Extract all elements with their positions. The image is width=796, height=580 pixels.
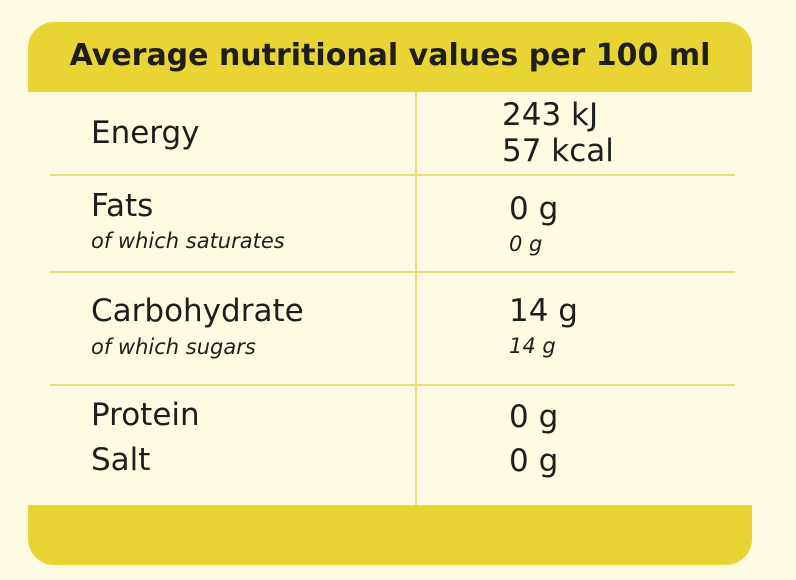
column-divider [415,92,417,505]
row-label: Energy [91,115,200,151]
row-sublabel: of which sugars [91,335,256,359]
header-band [28,22,752,92]
row-label: Protein [91,397,200,433]
row-subvalue: 0 g [509,232,543,256]
row-divider [50,271,735,273]
row-label: Carbohydrate [91,293,304,329]
row-value: 57 kcal [502,133,614,169]
row-divider [50,174,735,176]
nutrition-card: Average nutritional values per 100 ml En… [28,22,752,565]
title: Average nutritional values per 100 ml [69,38,711,73]
row-value: 0 g [509,443,559,479]
footer-band [28,505,752,565]
row-divider [50,384,735,386]
row-label: Salt [91,442,151,478]
row-value: 0 g [509,399,559,435]
row-subvalue: 14 g [509,334,556,358]
row-label: Fats [91,188,154,224]
row-value: 0 g [509,191,559,227]
row-value: 243 kJ [502,97,599,133]
row-sublabel: of which saturates [91,229,285,253]
row-value: 14 g [509,293,578,329]
